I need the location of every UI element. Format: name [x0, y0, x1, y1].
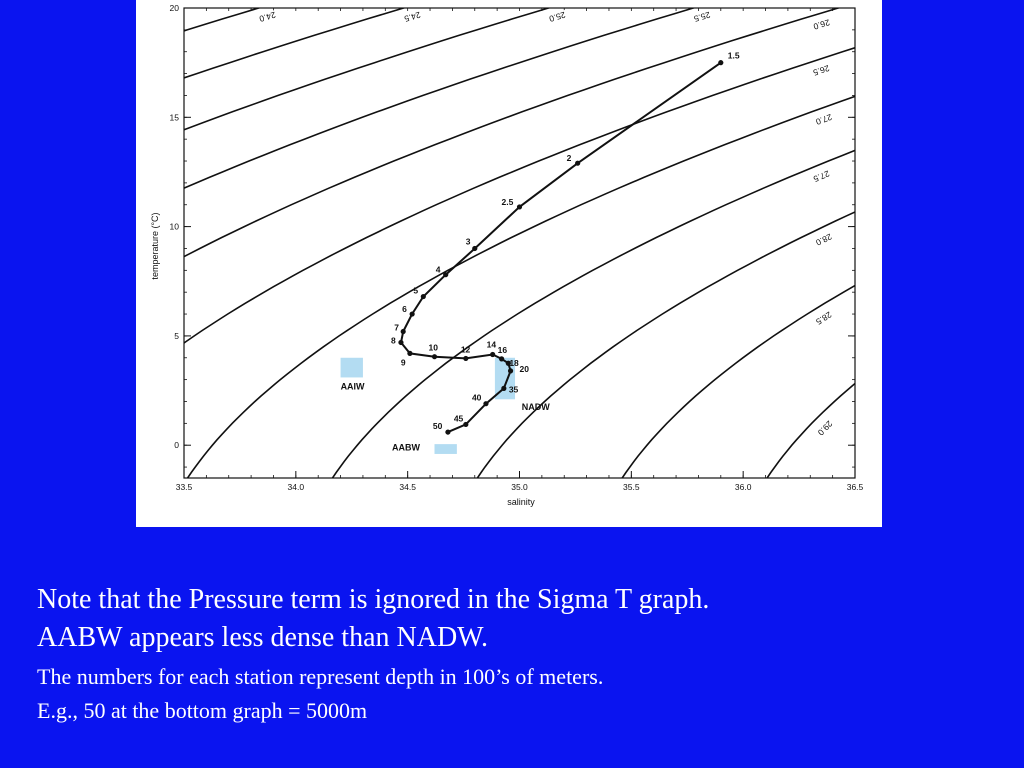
station-point: [501, 385, 507, 391]
station-point: [400, 328, 406, 335]
isopycnal-label: 28.5: [814, 310, 834, 327]
station-label: 8: [391, 335, 396, 345]
station-label: 20: [520, 364, 530, 374]
station-label: 7: [394, 323, 399, 333]
station-point: [516, 204, 523, 210]
isopycnal-25.5: [184, 8, 697, 190]
station-point: [718, 60, 724, 66]
station-point: [431, 354, 438, 360]
station-label: 45: [454, 413, 464, 423]
isopycnal-26.5: [184, 46, 855, 344]
station-label: 2.5: [502, 197, 514, 207]
x-tick-label: 35.0: [511, 482, 528, 492]
station-point: [490, 351, 496, 358]
isopycnal-24.0: [184, 8, 262, 32]
plot-frame: [183, 7, 856, 479]
y-tick-label: 20: [170, 3, 180, 13]
station-point: [483, 401, 489, 407]
isopycnal-24.5: [184, 8, 407, 79]
x-tick-label: 34.5: [399, 482, 416, 492]
station-point: [463, 355, 469, 362]
station-label: 35: [509, 384, 519, 394]
water-mass-label-aabw: AABW: [392, 443, 420, 453]
y-tick-label: 0: [174, 440, 179, 450]
station-point: [398, 339, 404, 346]
y-tick-label: 15: [170, 112, 180, 122]
station-label: 6: [402, 304, 407, 314]
station-label: 50: [433, 421, 443, 431]
x-axis-label: salinity: [507, 497, 535, 507]
plot-border: [183, 7, 856, 479]
station-label: 14: [487, 339, 497, 349]
station-point: [575, 160, 581, 166]
station-label: 18: [509, 358, 519, 368]
isopycnal-27.5: [331, 149, 855, 478]
isopycnal-label: 25.5: [693, 10, 712, 24]
isopycnal-28.5: [621, 284, 855, 478]
station-point: [507, 368, 514, 374]
isopycnal-25.0: [184, 8, 552, 131]
station-label: 16: [498, 345, 508, 355]
isopycnal-label: 27.0: [814, 112, 833, 127]
y-tick-label: 5: [174, 331, 179, 341]
isopycnal-label: 26.0: [812, 17, 831, 31]
isopycnal-label: 27.5: [812, 169, 831, 185]
water-mass-label-aaiw: AAIW: [341, 381, 365, 391]
isopycnal-label: 26.5: [812, 63, 831, 78]
station-label: 3: [466, 236, 471, 246]
station-label: 10: [429, 343, 439, 353]
station-point: [472, 245, 478, 252]
isopycnal-26.0: [184, 8, 841, 258]
isopycnal-29.0: [766, 382, 855, 478]
caption-line-2: AABW appears less dense than NADW.: [37, 622, 489, 653]
station-label: 40: [472, 393, 482, 403]
ts-profile-line: [399, 61, 722, 434]
station-point: [420, 293, 426, 300]
isopycnal-lines: [184, 8, 855, 478]
isopycnal-27.0: [186, 95, 855, 478]
station-label: 1.5: [728, 51, 740, 61]
caption-line-3: The numbers for each station represent d…: [37, 664, 604, 689]
isopycnal-28.0: [476, 211, 855, 478]
ts-diagram-panel: AAIW NADW AABW 33.5 34.0 34.5 35.0 35.5 36.0 36.…: [136, 0, 882, 527]
station-point: [505, 360, 511, 366]
caption-line-4: E.g., 50 at the bottom graph = 5000m: [37, 698, 368, 723]
x-tick-label: 34.0: [288, 482, 305, 492]
water-mass-box-aabw: [434, 444, 457, 454]
x-tick-label: 33.5: [176, 482, 193, 492]
ts-diagram: AAIW NADW AABW 33.5 34.0 34.5 35.0 35.5 36.0 36.…: [150, 3, 864, 507]
y-tick-label: 10: [170, 222, 180, 232]
water-mass-box-aaiw: [340, 357, 363, 378]
station-label: 12: [461, 344, 471, 354]
x-tick-label: 36.0: [735, 482, 752, 492]
station-label: 5: [413, 286, 418, 296]
x-tick-label: 36.5: [847, 482, 864, 492]
water-mass-label-nadw: NADW: [522, 402, 550, 412]
isopycnal-label: 25.0: [548, 10, 567, 24]
isopycnal-label: 24.0: [258, 10, 277, 24]
station-point: [407, 350, 413, 356]
isopycnal-label: 24.5: [403, 10, 422, 24]
caption-line-1: Note that the Pressure term is ignored i…: [37, 584, 710, 615]
y-axis-label: temperature (°C): [150, 212, 160, 279]
station-label: 2: [567, 153, 572, 163]
isopycnal-label: 28.0: [814, 232, 834, 248]
station-point: [445, 429, 451, 435]
x-tick-label: 35.5: [623, 482, 640, 492]
axes: 33.5 34.0 34.5 35.0 35.5 36.0 36.5 0 5 10 15 20: [170, 3, 864, 492]
station-point: [443, 272, 449, 278]
station-point: [409, 311, 415, 317]
isopycnal-label: 29.0: [816, 419, 835, 438]
station-point: [463, 421, 469, 428]
station-point: [499, 356, 505, 362]
station-label: 4: [436, 265, 441, 275]
station-label: 9: [401, 357, 406, 367]
